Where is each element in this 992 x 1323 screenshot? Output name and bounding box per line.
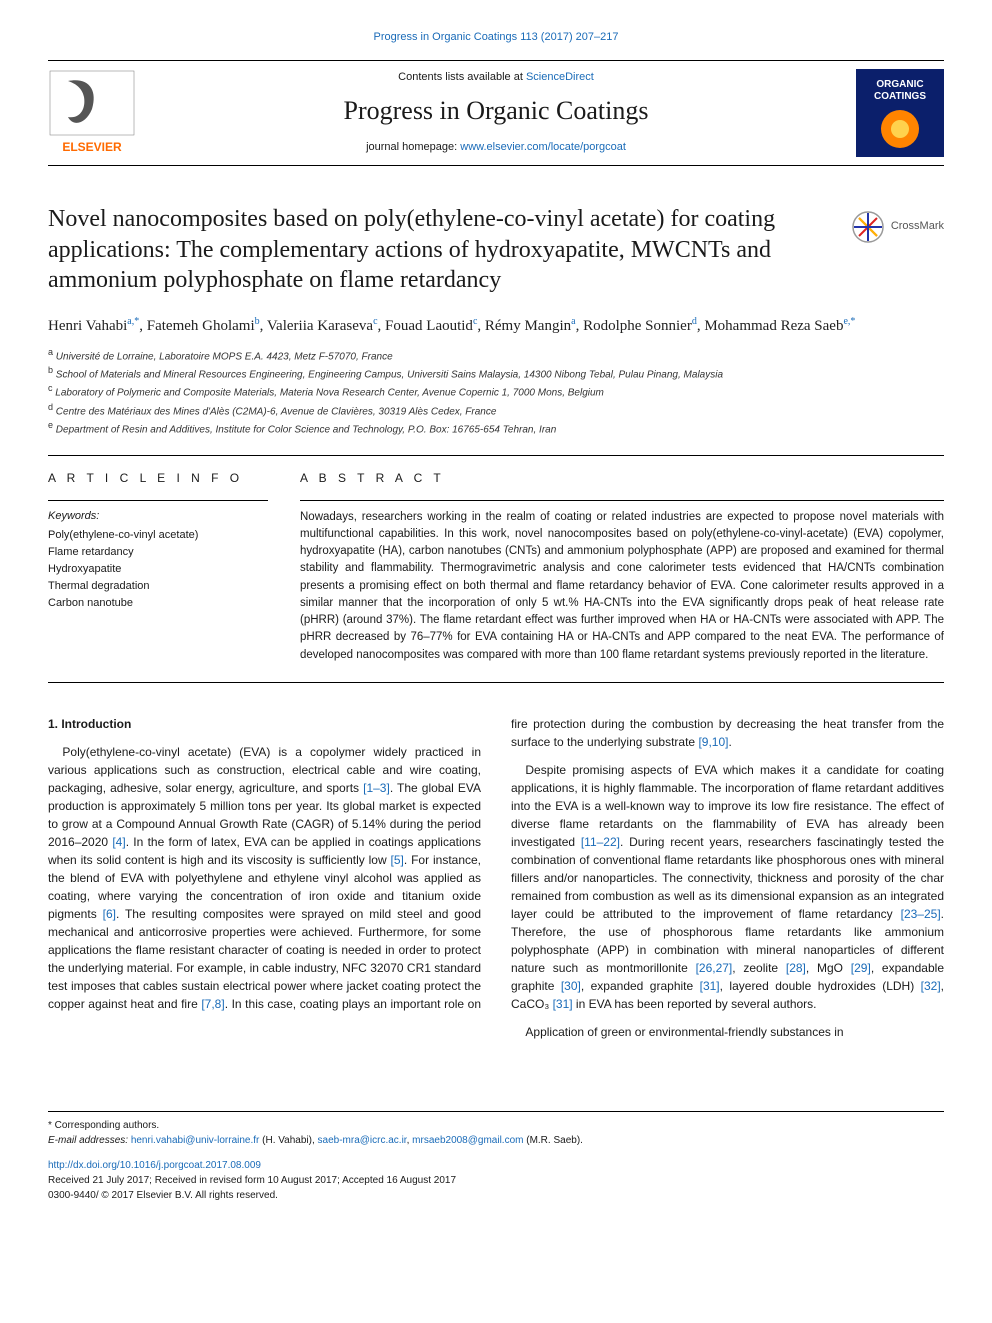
elsevier-logo[interactable]: ELSEVIER — [48, 69, 136, 157]
keyword: Thermal degradation — [48, 578, 268, 595]
homepage-prefix: journal homepage: — [366, 141, 460, 153]
ref-7-8[interactable]: [7,8] — [201, 997, 224, 1011]
doi-block: http://dx.doi.org/10.1016/j.porgcoat.201… — [48, 1158, 944, 1203]
elsevier-wordmark: ELSEVIER — [62, 140, 122, 154]
cover-label-bot: COATINGS — [874, 91, 926, 102]
keyword: Poly(ethylene-co-vinyl acetate) — [48, 527, 268, 544]
contents-prefix: Contents lists available at — [398, 71, 526, 83]
masthead: ELSEVIER Contents lists available at Sci… — [48, 60, 944, 166]
ref-6[interactable]: [6] — [103, 907, 116, 921]
email-saeb-2[interactable]: mrsaeb2008@gmail.com — [412, 1135, 523, 1146]
email3-who: (M.R. Saeb). — [523, 1135, 582, 1146]
ref-31a[interactable]: [31] — [700, 979, 720, 993]
abstract-heading: A B S T R A C T — [300, 470, 944, 487]
ref-31b[interactable]: [31] — [553, 997, 573, 1011]
email-saeb-1[interactable]: saeb-mra@icrc.ac.ir — [318, 1135, 407, 1146]
journal-cover-thumb[interactable]: ORGANIC COATINGS — [856, 69, 944, 157]
ref-4[interactable]: [4] — [112, 835, 125, 849]
keywords-label: Keywords: — [48, 509, 268, 525]
ref-11-22[interactable]: [11–22] — [581, 835, 620, 849]
rule-top — [48, 455, 944, 456]
doi-link[interactable]: http://dx.doi.org/10.1016/j.porgcoat.201… — [48, 1158, 944, 1173]
sciencedirect-link[interactable]: ScienceDirect — [526, 71, 594, 83]
keywords-list: Poly(ethylene-co-vinyl acetate)Flame ret… — [48, 527, 268, 612]
affiliations: a Université de Lorraine, Laboratoire MO… — [48, 346, 944, 438]
footnotes: * Corresponding authors. E-mail addresse… — [48, 1111, 944, 1148]
top-citation[interactable]: Progress in Organic Coatings 113 (2017) … — [48, 30, 944, 46]
article-body: 1. Introduction Poly(ethylene-co-vinyl a… — [48, 715, 944, 1041]
article-info-heading: A R T I C L E I N F O — [48, 470, 268, 487]
affiliation-line: b School of Materials and Mineral Resour… — [48, 364, 944, 382]
email1-who: (H. Vahabi), — [259, 1135, 317, 1146]
ref-29[interactable]: [29] — [851, 961, 871, 975]
intro-p2-d: , zeolite — [732, 961, 786, 975]
abstract-text: Nowadays, researchers working in the rea… — [300, 509, 944, 664]
keyword: Flame retardancy — [48, 544, 268, 561]
homepage-line: journal homepage: www.elsevier.com/locat… — [150, 140, 842, 156]
issn-line: 0300-9440/ © 2017 Elsevier B.V. All righ… — [48, 1188, 944, 1203]
ref-30[interactable]: [30] — [561, 979, 581, 993]
ref-1-3[interactable]: [1–3] — [363, 781, 390, 795]
crossmark-label: CrossMark — [891, 219, 944, 235]
keyword: Hydroxyapatite — [48, 561, 268, 578]
affiliation-line: a Université de Lorraine, Laboratoire MO… — [48, 346, 944, 364]
article-title: Novel nanocomposites based on poly(ethyl… — [48, 204, 839, 296]
journal-title: Progress in Organic Coatings — [150, 92, 842, 130]
intro-p2-e: , MgO — [806, 961, 851, 975]
rule-bottom — [48, 682, 944, 683]
email-vahabi[interactable]: henri.vahabi@univ-lorraine.fr — [131, 1135, 260, 1146]
ref-5[interactable]: [5] — [391, 853, 404, 867]
keyword: Carbon nanotube — [48, 595, 268, 612]
homepage-link[interactable]: www.elsevier.com/locate/porgcoat — [460, 141, 626, 153]
intro-p1-e: . The resulting composites were sprayed … — [48, 907, 481, 1011]
ref-32[interactable]: [32] — [921, 979, 941, 993]
abstract-rule — [300, 500, 944, 501]
author-list: Henri Vahabia,*, Fatemeh Gholamib, Valer… — [48, 314, 944, 338]
crossmark-icon — [851, 210, 885, 244]
intro-p2-g: , expanded graphite — [581, 979, 700, 993]
info-rule — [48, 500, 268, 501]
intro-p2-h: , layered double hydroxides (LDH) — [720, 979, 921, 993]
email-label: E-mail addresses: — [48, 1135, 131, 1146]
affiliation-line: c Laboratory of Polymeric and Composite … — [48, 382, 944, 400]
received-line: Received 21 July 2017; Received in revis… — [48, 1173, 944, 1188]
section-heading-intro: 1. Introduction — [48, 715, 481, 733]
crossmark-badge[interactable]: CrossMark — [851, 204, 944, 244]
affiliation-line: e Department of Resin and Additives, Ins… — [48, 419, 944, 437]
intro-p3: Application of green or environmental-fr… — [511, 1023, 944, 1041]
corresponding-authors-note: * Corresponding authors. — [48, 1118, 944, 1133]
ref-23-25[interactable]: [23–25] — [901, 907, 941, 921]
ref-9-10[interactable]: [9,10] — [698, 735, 728, 749]
contents-line: Contents lists available at ScienceDirec… — [150, 70, 842, 86]
ref-26-27[interactable]: [26,27] — [696, 961, 733, 975]
cover-label-top: ORGANIC — [876, 79, 923, 90]
intro-p1-g: . — [728, 735, 731, 749]
intro-p2-j: in EVA has been reported by several auth… — [573, 997, 817, 1011]
affiliation-line: d Centre des Matériaux des Mines d'Alès … — [48, 401, 944, 419]
ref-28[interactable]: [28] — [786, 961, 806, 975]
